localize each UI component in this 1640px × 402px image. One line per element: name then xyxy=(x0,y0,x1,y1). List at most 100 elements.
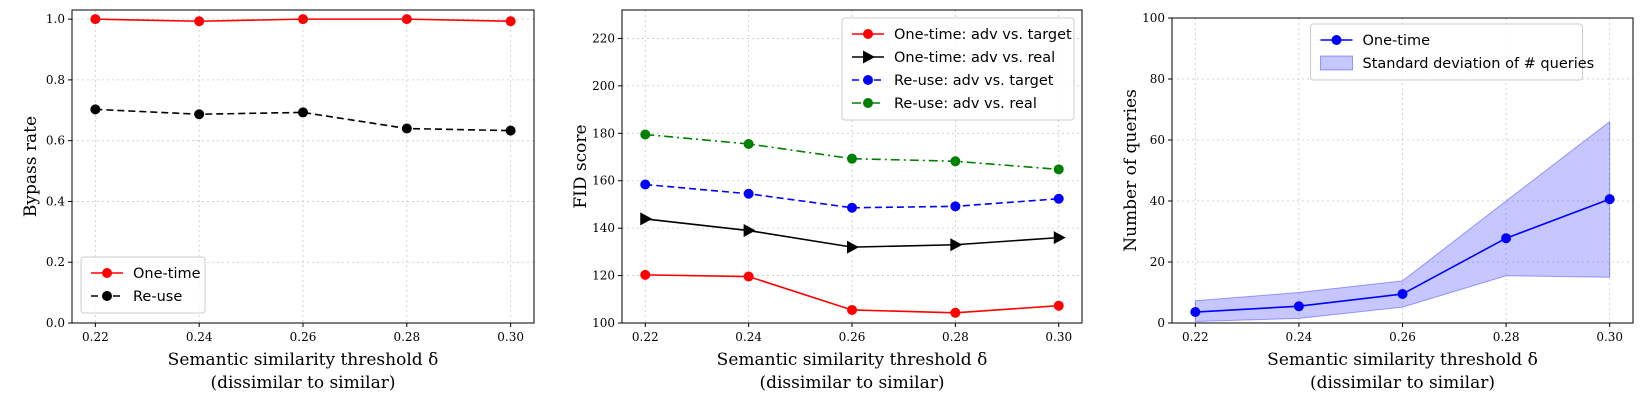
data-point xyxy=(1604,194,1615,205)
x-axis-label: Semantic similarity threshold δ xyxy=(1267,350,1538,370)
legend-marker xyxy=(863,98,873,108)
chart-2: 0.22 0.24 0.26 0.28 0.30 100 120 140 160 180 200 22… xyxy=(571,9,1083,393)
legend-marker xyxy=(102,291,112,301)
series-3 xyxy=(640,179,1064,213)
series-1 xyxy=(1190,194,1615,318)
x-tick-label: 0.24 xyxy=(186,330,213,344)
legend-marker xyxy=(863,75,873,85)
data-point xyxy=(847,202,857,213)
data-point xyxy=(1053,300,1064,311)
legend-label: Re-use: adv vs. real xyxy=(894,96,1037,112)
data-point xyxy=(401,14,412,25)
chart-1: 0.22 0.24 0.26 0.28 0.30 0.0 0.2 0.4 0.6 0.8 1.0 Se… xyxy=(21,9,535,393)
x-tick-label: 0.30 xyxy=(1596,330,1623,344)
y-tick-label: 0.4 xyxy=(46,194,65,208)
data-point xyxy=(640,269,651,280)
data-point xyxy=(505,125,516,136)
data-point xyxy=(640,212,653,226)
legend: One-time Standard deviation of # queries xyxy=(1310,23,1595,81)
data-point xyxy=(743,138,754,149)
y-tick-label: 80 xyxy=(1150,72,1165,86)
series-1 xyxy=(640,269,1064,318)
legend: One-time Re-use xyxy=(80,256,206,314)
legend-marker xyxy=(102,268,112,278)
legend-entry: One-time xyxy=(1320,33,1431,49)
y-axis-label: Bypass rate xyxy=(21,116,41,217)
series-line xyxy=(645,218,1059,248)
y-tick-label: 60 xyxy=(1150,133,1165,147)
legend-marker xyxy=(1331,35,1342,45)
data-point xyxy=(194,109,205,120)
data-point xyxy=(743,188,754,199)
legend-box xyxy=(80,256,206,314)
x-tick-label: 0.22 xyxy=(82,330,109,344)
x-tick-label: 0.28 xyxy=(1493,330,1520,344)
y-tick-label: 120 xyxy=(592,269,615,283)
legend-box xyxy=(841,17,1075,121)
data-point xyxy=(90,14,101,25)
legend-entry: Re-use: adv vs. real xyxy=(852,96,1037,112)
y-tick-label: 140 xyxy=(592,221,615,235)
y-axis-label: Number of queries xyxy=(1121,89,1141,252)
x-axis-label: Semantic similarity threshold δ xyxy=(168,350,439,370)
series-2 xyxy=(640,212,1066,254)
series-2 xyxy=(90,104,516,136)
y-tick-label: 0.2 xyxy=(46,255,65,269)
data-point xyxy=(847,240,859,254)
series-line xyxy=(645,183,1059,209)
data-point xyxy=(950,307,961,318)
x-tick-label: 0.30 xyxy=(1045,330,1072,344)
legend-marker xyxy=(863,50,875,64)
x-tick-label: 0.28 xyxy=(942,330,969,344)
data-point xyxy=(847,153,857,164)
data-point xyxy=(743,271,754,282)
data-point xyxy=(950,238,963,252)
y-tick-label: 200 xyxy=(592,79,615,93)
x-axis-label-line2: (dissimilar to similar) xyxy=(759,373,944,393)
legend-label: Re-use: adv vs. target xyxy=(894,73,1054,89)
legend-label: One-time xyxy=(1363,33,1431,49)
y-tick-label: 20 xyxy=(1150,255,1165,269)
data-point xyxy=(298,14,308,25)
y-tick-label: 180 xyxy=(592,126,615,140)
y-tick-label: 160 xyxy=(592,174,615,188)
legend-label: One-time xyxy=(133,266,201,282)
data-point xyxy=(1053,164,1064,175)
series-line xyxy=(645,133,1059,171)
legend-label: One-time: adv vs. target xyxy=(894,27,1072,43)
x-tick-label: 0.30 xyxy=(497,330,524,344)
legend-label: Re-use xyxy=(133,289,182,305)
y-tick-label: 100 xyxy=(1142,11,1165,25)
std-band xyxy=(1194,120,1611,322)
y-tick-label: 0.6 xyxy=(46,134,65,148)
data-point xyxy=(847,304,857,315)
data-point xyxy=(1501,233,1512,244)
x-tick-label: 0.22 xyxy=(632,330,659,344)
y-tick-label: 1.0 xyxy=(46,12,65,26)
legend-entry: One-time: adv vs. target xyxy=(852,27,1072,43)
y-tick-label: 0.0 xyxy=(46,316,65,330)
series-1 xyxy=(90,14,516,27)
legend: One-time: adv vs. target One-time: adv vs… xyxy=(841,17,1075,121)
x-axis-label: Semantic similarity threshold δ xyxy=(717,350,988,370)
data-point xyxy=(950,156,961,167)
data-point xyxy=(401,123,412,134)
y-tick-label: 40 xyxy=(1150,194,1165,208)
y-tick-label: 0 xyxy=(1157,316,1165,330)
legend-label: Standard deviation of # queries xyxy=(1363,56,1595,72)
y-tick-label: 0.8 xyxy=(46,73,65,87)
data-point xyxy=(1053,231,1066,245)
x-tick-label: 0.26 xyxy=(290,330,317,344)
data-point xyxy=(640,129,651,140)
x-tick-label: 0.26 xyxy=(1389,330,1416,344)
x-tick-label: 0.24 xyxy=(735,330,762,344)
y-tick-label: 220 xyxy=(592,31,615,45)
data-point xyxy=(1053,193,1064,204)
legend-marker xyxy=(863,29,873,39)
legend-swatch xyxy=(1320,55,1353,71)
x-tick-label: 0.22 xyxy=(1182,330,1209,344)
legend-entry: Re-use: adv vs. target xyxy=(852,73,1054,89)
data-point xyxy=(90,104,101,115)
data-point xyxy=(505,16,516,27)
